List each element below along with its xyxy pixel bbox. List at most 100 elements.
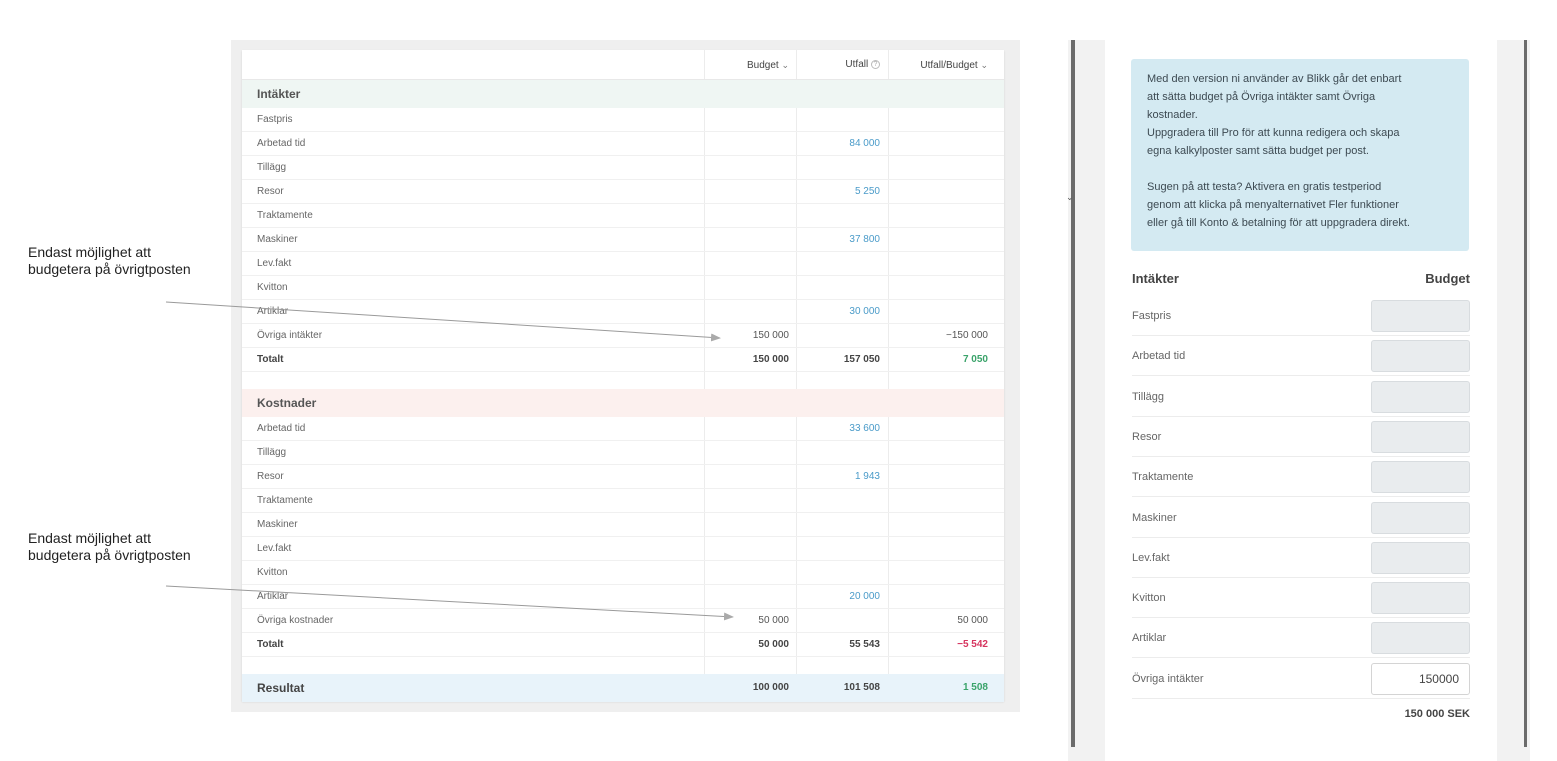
form-row-label: Artiklar bbox=[1132, 632, 1167, 645]
info-line: Sugen på att testa? Aktivera en gratis t… bbox=[1147, 181, 1382, 193]
upgrade-info-box: Med den version ni använder av Blikk går… bbox=[1131, 59, 1469, 251]
total-label: Totalt bbox=[257, 639, 284, 650]
row-label: Arbetad tid bbox=[257, 138, 306, 149]
column-divider bbox=[888, 50, 889, 701]
form-row: Traktamente bbox=[1132, 457, 1470, 498]
budget-input[interactable] bbox=[1371, 420, 1470, 453]
help-icon[interactable]: ? bbox=[871, 60, 880, 69]
row-label: Kvitton bbox=[257, 282, 288, 293]
frame-border bbox=[1071, 40, 1075, 747]
total-budget: 50 000 bbox=[758, 639, 789, 650]
form-row: Lev.fakt bbox=[1132, 538, 1470, 578]
table-row: Tillägg bbox=[242, 441, 1004, 465]
row-ratio: −150 000 bbox=[946, 330, 988, 341]
total-utfall: 55 543 bbox=[849, 639, 880, 650]
budget-input[interactable] bbox=[1371, 541, 1470, 574]
form-row: Resor bbox=[1132, 417, 1470, 457]
table-row: Övriga intäkter 150 000 −150 000 bbox=[242, 324, 1004, 348]
row-label: Traktamente bbox=[257, 495, 313, 506]
row-label: Övriga kostnader bbox=[257, 615, 334, 626]
form-row-label: Fastpris bbox=[1132, 310, 1172, 322]
table-row: Traktamente bbox=[242, 204, 1004, 228]
form-row-label: Resor bbox=[1132, 430, 1162, 443]
table-row: Artiklar 20 000 bbox=[242, 585, 1004, 609]
table-row: Tillägg bbox=[242, 156, 1004, 180]
form-budget-heading: Budget bbox=[1425, 271, 1470, 286]
form-row-label: Traktamente bbox=[1132, 471, 1194, 484]
form-row-label: Övriga intäkter bbox=[1132, 672, 1204, 685]
result-label: Resultat bbox=[257, 681, 305, 695]
row-utfall: 1 943 bbox=[854, 471, 880, 482]
table-row: Maskiner bbox=[242, 513, 1004, 537]
info-line: Uppgradera till Pro för att kunna redige… bbox=[1147, 127, 1400, 139]
budget-input[interactable] bbox=[1371, 380, 1470, 413]
row-label: Artiklar bbox=[257, 591, 289, 602]
row-budget: 150 000 bbox=[752, 330, 789, 341]
budget-input[interactable]: 150000 bbox=[1371, 662, 1470, 695]
form-row-label: Tillägg bbox=[1132, 390, 1164, 403]
row-ratio: 50 000 bbox=[957, 615, 988, 626]
budget-table-panel: Budget ⌄ Utfall ? Utfall/Budget ⌄ Intäkt… bbox=[231, 40, 1020, 712]
form-row-label: Lev.fakt bbox=[1132, 551, 1170, 564]
budget-header-label: Budget bbox=[746, 60, 779, 71]
form-row-label: Kvitton bbox=[1132, 592, 1166, 605]
budget-input[interactable] bbox=[1371, 501, 1470, 534]
table-row: Kvitton bbox=[242, 276, 1004, 300]
column-divider bbox=[796, 50, 797, 701]
table-row: Övriga kostnader 50 000 50 000 bbox=[242, 609, 1004, 633]
row-label: Övriga intäkter bbox=[257, 330, 323, 341]
row-utfall: 37 800 bbox=[849, 234, 880, 245]
row-budget: 50 000 bbox=[758, 615, 789, 626]
budget-input[interactable] bbox=[1371, 461, 1470, 494]
total-label: Totalt bbox=[257, 354, 284, 365]
info-line: egna kalkylposter samt sätta budget per … bbox=[1147, 145, 1369, 157]
result-utfall: 101 508 bbox=[843, 682, 880, 693]
result-ratio: 1 508 bbox=[962, 682, 988, 693]
table-row: Arbetad tid 84 000 bbox=[242, 132, 1004, 156]
form-row: Övriga intäkter 150000 bbox=[1132, 659, 1470, 699]
budget-header[interactable]: Budget ⌄ bbox=[704, 50, 789, 81]
info-line: eller gå till Konto & betalning för att … bbox=[1147, 217, 1410, 229]
total-row: Totalt 50 000 55 543 −5 542 bbox=[242, 633, 1004, 657]
table-row: Fastpris bbox=[242, 108, 1004, 132]
form-title: Intäkter bbox=[1132, 271, 1179, 286]
chevron-down-icon[interactable]: ⌄ bbox=[1066, 192, 1074, 202]
budget-input[interactable] bbox=[1371, 622, 1470, 655]
table-row: Traktamente bbox=[242, 489, 1004, 513]
budget-input[interactable] bbox=[1371, 300, 1470, 332]
row-utfall: 33 600 bbox=[849, 423, 880, 434]
ratio-header[interactable]: Utfall/Budget ⌄ bbox=[890, 50, 988, 81]
form-heading: Intäkter Budget bbox=[1132, 271, 1470, 286]
table-row: Kvitton bbox=[242, 561, 1004, 585]
info-line: kostnader. bbox=[1147, 109, 1198, 121]
budget-editor: Med den version ni använder av Blikk går… bbox=[1105, 40, 1497, 761]
ratio-header-label: Utfall/Budget bbox=[920, 60, 978, 71]
table-row: Artiklar 30 000 bbox=[242, 300, 1004, 324]
chevron-down-icon: ⌄ bbox=[980, 60, 988, 70]
form-row: Kvitton bbox=[1132, 578, 1470, 619]
annotation-line: Endast möjlighet att bbox=[28, 244, 151, 260]
form-row-label: Maskiner bbox=[1132, 511, 1177, 524]
budget-input[interactable] bbox=[1371, 582, 1470, 615]
row-label: Lev.fakt bbox=[257, 543, 292, 554]
row-label: Resor bbox=[257, 471, 284, 482]
table-row: Resor 1 943 bbox=[242, 465, 1004, 489]
total-ratio: −5 542 bbox=[957, 639, 988, 650]
annotation-line: budgetera på övrigtposten bbox=[28, 547, 191, 563]
row-label: Resor bbox=[257, 186, 284, 197]
budget-sum: 150 000 SEK bbox=[1404, 708, 1470, 720]
form-row: Artiklar bbox=[1132, 618, 1470, 659]
table-header-row: Budget ⌄ Utfall ? Utfall/Budget ⌄ bbox=[242, 50, 1004, 80]
budget-input[interactable] bbox=[1371, 340, 1470, 373]
info-line: Med den version ni använder av Blikk går… bbox=[1147, 73, 1402, 85]
row-label: Kvitton bbox=[257, 567, 288, 578]
row-label: Tillägg bbox=[257, 162, 287, 173]
total-row: Totalt 150 000 157 050 7 050 bbox=[242, 348, 1004, 372]
chevron-down-icon: ⌄ bbox=[781, 60, 789, 70]
section-title: Kostnader bbox=[257, 396, 317, 410]
annotation-income: Endast möjlighet att budgetera på övrigt… bbox=[28, 244, 191, 278]
total-ratio: 7 050 bbox=[962, 354, 988, 365]
row-label: Tillägg bbox=[257, 447, 287, 458]
utfall-header-label: Utfall bbox=[845, 59, 869, 70]
row-utfall: 5 250 bbox=[854, 186, 880, 197]
